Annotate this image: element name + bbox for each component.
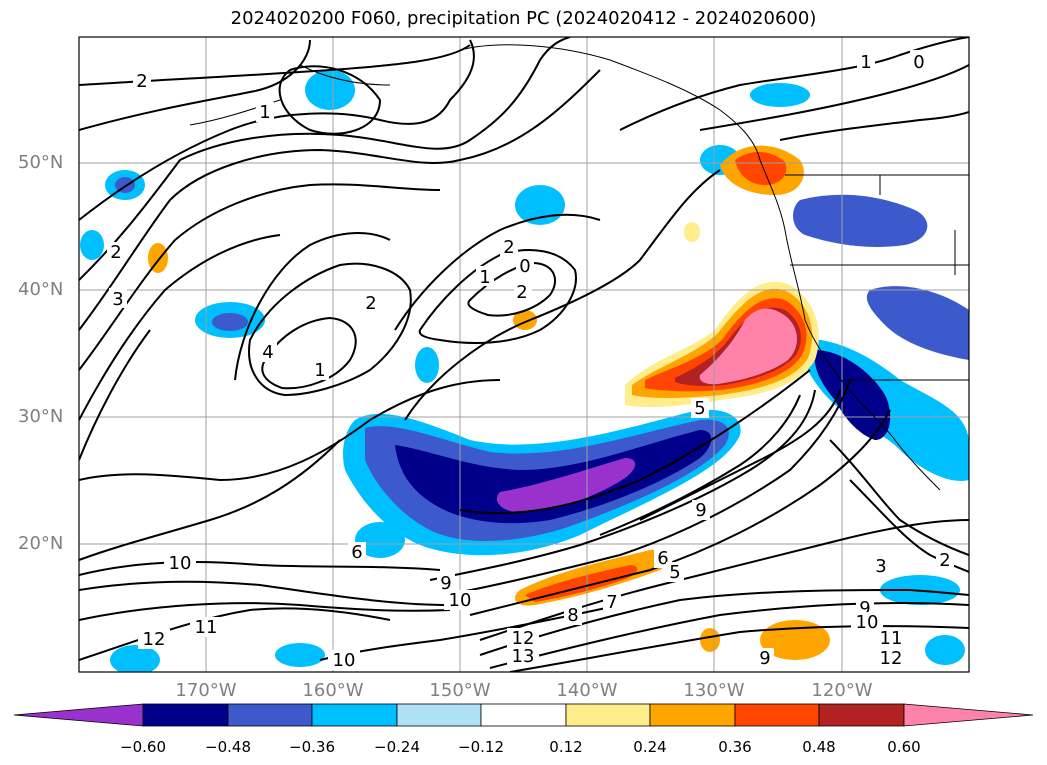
svg-text:13: 13 <box>512 646 535 667</box>
svg-text:10: 10 <box>449 590 472 611</box>
svg-text:10: 10 <box>333 650 356 671</box>
svg-text:2: 2 <box>110 242 121 263</box>
colorbar-label: −0.12 <box>458 738 504 756</box>
positive-region-pink <box>699 308 797 385</box>
negative-band-dark <box>395 430 712 524</box>
svg-text:7: 7 <box>606 592 617 613</box>
svg-text:5: 5 <box>694 398 705 419</box>
colorbar-label: 0.48 <box>802 738 836 756</box>
svg-text:1: 1 <box>314 360 325 381</box>
lon-tick-150w: 150°W <box>429 680 491 701</box>
svg-text:1: 1 <box>860 52 871 73</box>
svg-text:2: 2 <box>365 293 376 314</box>
lon-tick-120w: 120°W <box>811 680 873 701</box>
svg-text:9: 9 <box>440 573 451 594</box>
contours <box>79 37 969 672</box>
svg-text:9: 9 <box>695 500 706 521</box>
svg-text:8: 8 <box>567 605 578 626</box>
colorbar-label: 0.36 <box>718 738 752 756</box>
svg-text:10: 10 <box>169 553 192 574</box>
colorbar-label: 0.60 <box>887 738 921 756</box>
svg-text:5: 5 <box>669 562 680 583</box>
svg-text:12: 12 <box>143 629 166 650</box>
colorbar-extend-left <box>13 703 144 727</box>
colorbar-label: 0.12 <box>549 738 583 756</box>
svg-text:11: 11 <box>195 617 218 638</box>
svg-text:3: 3 <box>112 289 123 310</box>
svg-text:9: 9 <box>859 598 870 619</box>
colorbar-label: −0.48 <box>205 738 251 756</box>
lat-tick-20n: 20°N <box>18 533 64 554</box>
map-title: 2024020200 F060, precipitation PC (20240… <box>230 8 817 29</box>
colorbar <box>13 703 1034 727</box>
coastlines <box>189 44 969 491</box>
northwest-negative-edge <box>866 286 969 360</box>
svg-text:6: 6 <box>351 542 362 563</box>
lat-tick-30n: 30°N <box>18 406 64 427</box>
colorbar-extend-right <box>903 703 1034 727</box>
svg-text:0: 0 <box>519 256 530 277</box>
lon-tick-160w: 160°W <box>302 680 364 701</box>
svg-text:12: 12 <box>880 648 903 669</box>
contour-labels: 2 1 0 1 2 2 1 0 2 3 2 4 1 5 3 2 6 10 9 1… <box>107 50 954 671</box>
svg-text:3: 3 <box>875 556 886 577</box>
svg-text:2: 2 <box>503 237 514 258</box>
lat-tick-40n: 40°N <box>18 279 64 300</box>
shaded-field <box>80 70 969 672</box>
colorbar-label: −0.36 <box>289 738 335 756</box>
colorbar-label: 0.24 <box>633 738 667 756</box>
svg-text:12: 12 <box>512 628 535 649</box>
svg-text:2: 2 <box>939 550 950 571</box>
northwest-negative <box>793 194 928 247</box>
svg-text:2: 2 <box>516 282 527 303</box>
svg-text:2: 2 <box>136 71 147 92</box>
svg-text:9: 9 <box>759 648 770 669</box>
svg-text:6: 6 <box>657 548 668 569</box>
colorbar-label: −0.24 <box>374 738 420 756</box>
svg-text:10: 10 <box>856 612 879 633</box>
lon-tick-140w: 140°W <box>556 680 618 701</box>
svg-text:1: 1 <box>259 102 270 123</box>
svg-text:0: 0 <box>913 52 924 73</box>
lon-tick-130w: 130°W <box>683 680 745 701</box>
negative-band-core <box>496 458 636 512</box>
svg-text:4: 4 <box>262 342 273 363</box>
lon-tick-170w: 170°W <box>175 680 237 701</box>
lat-tick-50n: 50°N <box>18 152 64 173</box>
colorbar-label: −0.60 <box>120 738 166 756</box>
svg-text:11: 11 <box>880 628 903 649</box>
svg-text:1: 1 <box>479 267 490 288</box>
map-frame <box>78 36 970 673</box>
